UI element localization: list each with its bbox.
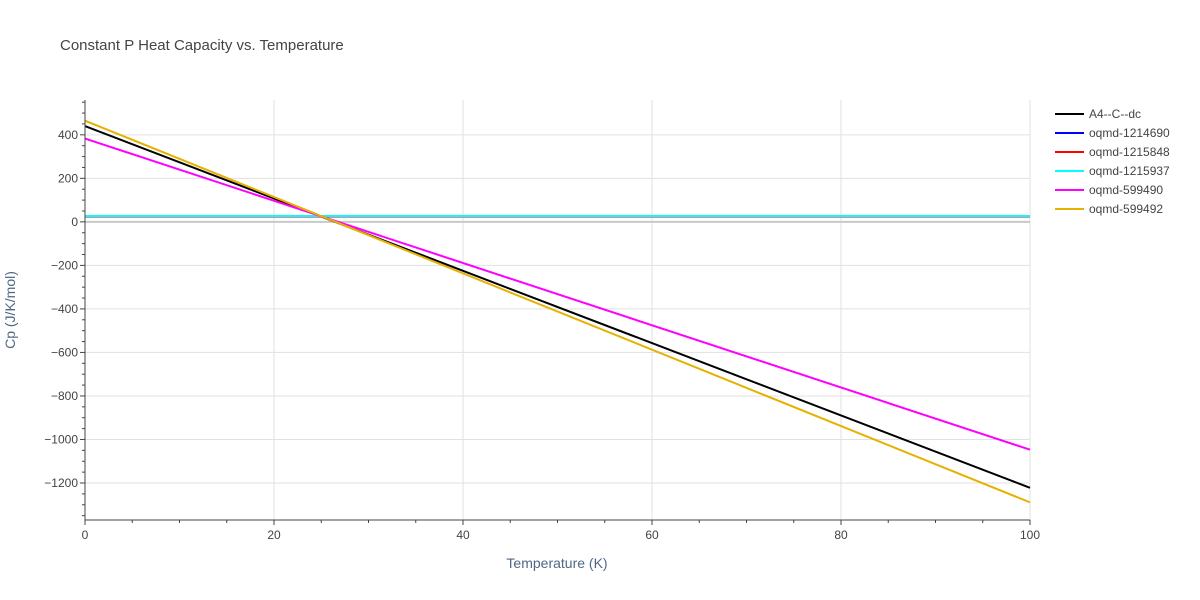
x-tick-label: 100	[1020, 528, 1040, 542]
y-tick-label: −600	[51, 345, 78, 359]
legend-item-0[interactable]: A4--C--dc	[1055, 107, 1141, 121]
x-tick-label: 80	[834, 528, 848, 542]
legend-label: oqmd-1215848	[1089, 145, 1170, 159]
y-tick-label: −1200	[44, 476, 78, 490]
legend-label: oqmd-1215937	[1089, 164, 1170, 178]
x-axis-ticks: 0 20 40 60 80 100	[82, 520, 1040, 542]
y-axis-ticks: 400 200 0 −200 −400 −600 −800 −1000 −1200	[44, 101, 85, 517]
y-tick-label: 400	[58, 128, 78, 142]
legend-label: A4--C--dc	[1089, 107, 1141, 121]
legend-label: oqmd-1214690	[1089, 126, 1170, 140]
legend-item-4[interactable]: oqmd-599490	[1055, 183, 1163, 197]
y-tick-label: 0	[71, 215, 78, 229]
y-tick-label: −800	[51, 389, 78, 403]
series-line-5	[84, 119, 1031, 504]
legend[interactable]: A4--C--dc oqmd-1214690 oqmd-1215848 oqmd-12…	[1055, 107, 1170, 216]
y-tick-label: −400	[51, 302, 78, 316]
x-tick-label: 60	[645, 528, 659, 542]
x-tick-label: 0	[82, 528, 89, 542]
legend-item-5[interactable]: oqmd-599492	[1055, 202, 1163, 216]
series-lines	[84, 119, 1031, 504]
series-line-0	[84, 125, 1031, 489]
y-tick-label: −200	[51, 258, 78, 272]
y-tick-label: −1000	[44, 432, 78, 446]
x-tick-label: 40	[456, 528, 470, 542]
chart-title: Constant P Heat Capacity vs. Temperature	[60, 37, 344, 54]
x-tick-label: 20	[267, 528, 281, 542]
axes	[84, 100, 1030, 521]
x-axis-label: Temperature (K)	[506, 555, 607, 571]
legend-item-1[interactable]: oqmd-1214690	[1055, 126, 1170, 140]
legend-label: oqmd-599490	[1089, 183, 1163, 197]
series-line-4	[84, 137, 1031, 451]
y-tick-label: 200	[58, 171, 78, 185]
grid	[85, 100, 1031, 520]
legend-label: oqmd-599492	[1089, 202, 1163, 216]
legend-item-3[interactable]: oqmd-1215937	[1055, 164, 1170, 178]
y-axis-label: Cp (J/K/mol)	[2, 271, 18, 349]
legend-item-2[interactable]: oqmd-1215848	[1055, 145, 1170, 159]
